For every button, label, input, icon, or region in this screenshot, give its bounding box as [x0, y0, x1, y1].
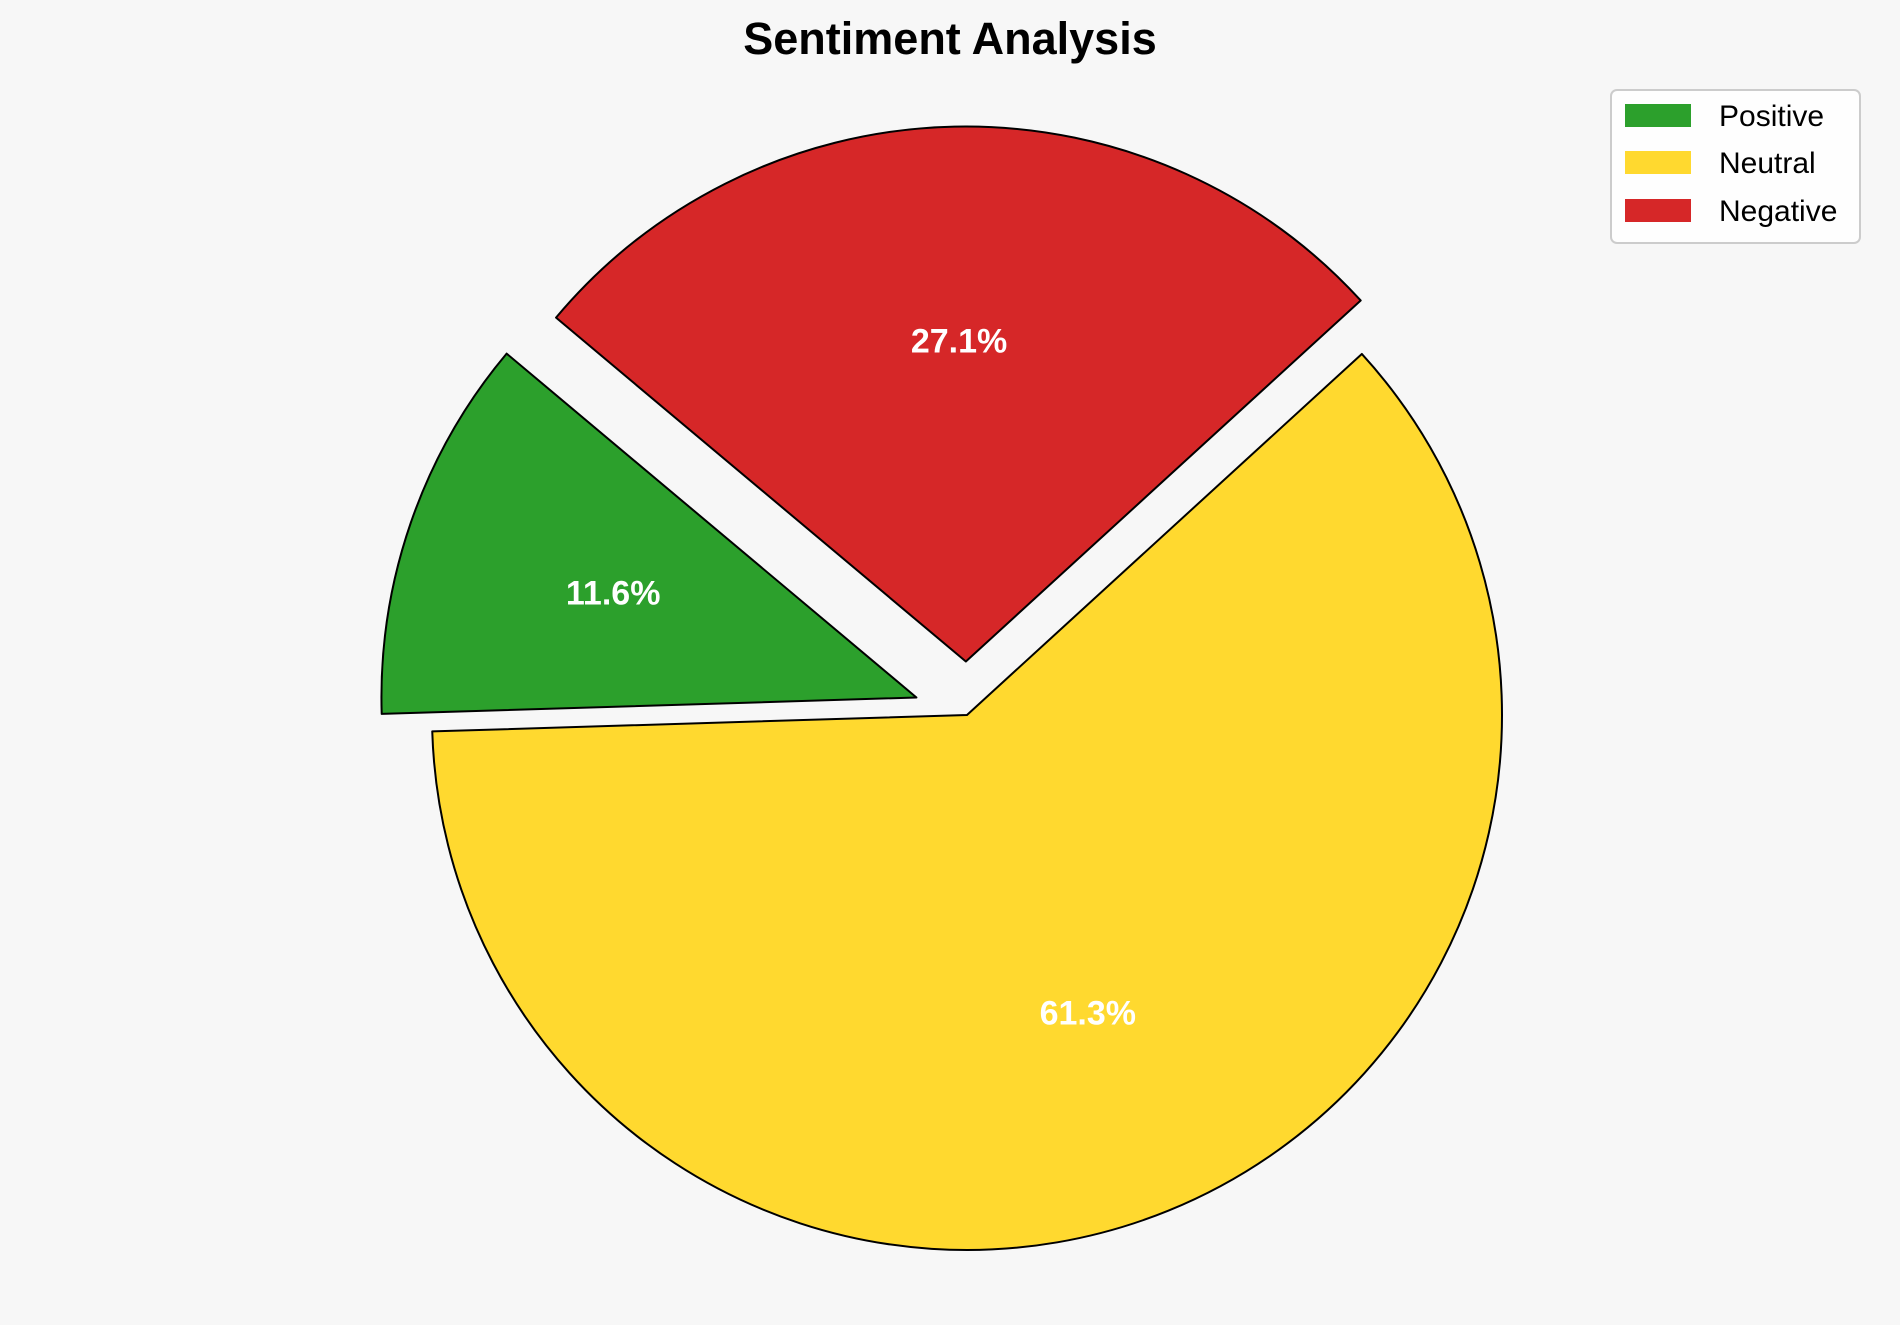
data-label-positive: 11.6%: [566, 574, 661, 612]
pie-labels: 11.6% 61.3% 27.1%: [566, 323, 1136, 1033]
wedge-neutral: [431, 352, 1503, 1251]
wedge-negative: [555, 125, 1362, 663]
legend-label-negative: Negative: [1719, 195, 1837, 228]
data-label-negative: 27.1%: [911, 323, 1007, 361]
legend-swatch-positive: [1625, 104, 1691, 127]
legend-swatch-negative: [1625, 199, 1691, 222]
legend-label-positive: Positive: [1719, 100, 1824, 133]
legend-label-neutral: Neutral: [1719, 147, 1816, 180]
chart-title: Sentiment Analysis: [743, 13, 1156, 64]
data-label-neutral: 61.3%: [1040, 994, 1136, 1032]
legend: Positive Neutral Negative: [1610, 89, 1861, 244]
wedge-positive: [380, 352, 918, 715]
pie-wedges: [380, 125, 1503, 1251]
legend-swatch-neutral: [1625, 151, 1691, 174]
